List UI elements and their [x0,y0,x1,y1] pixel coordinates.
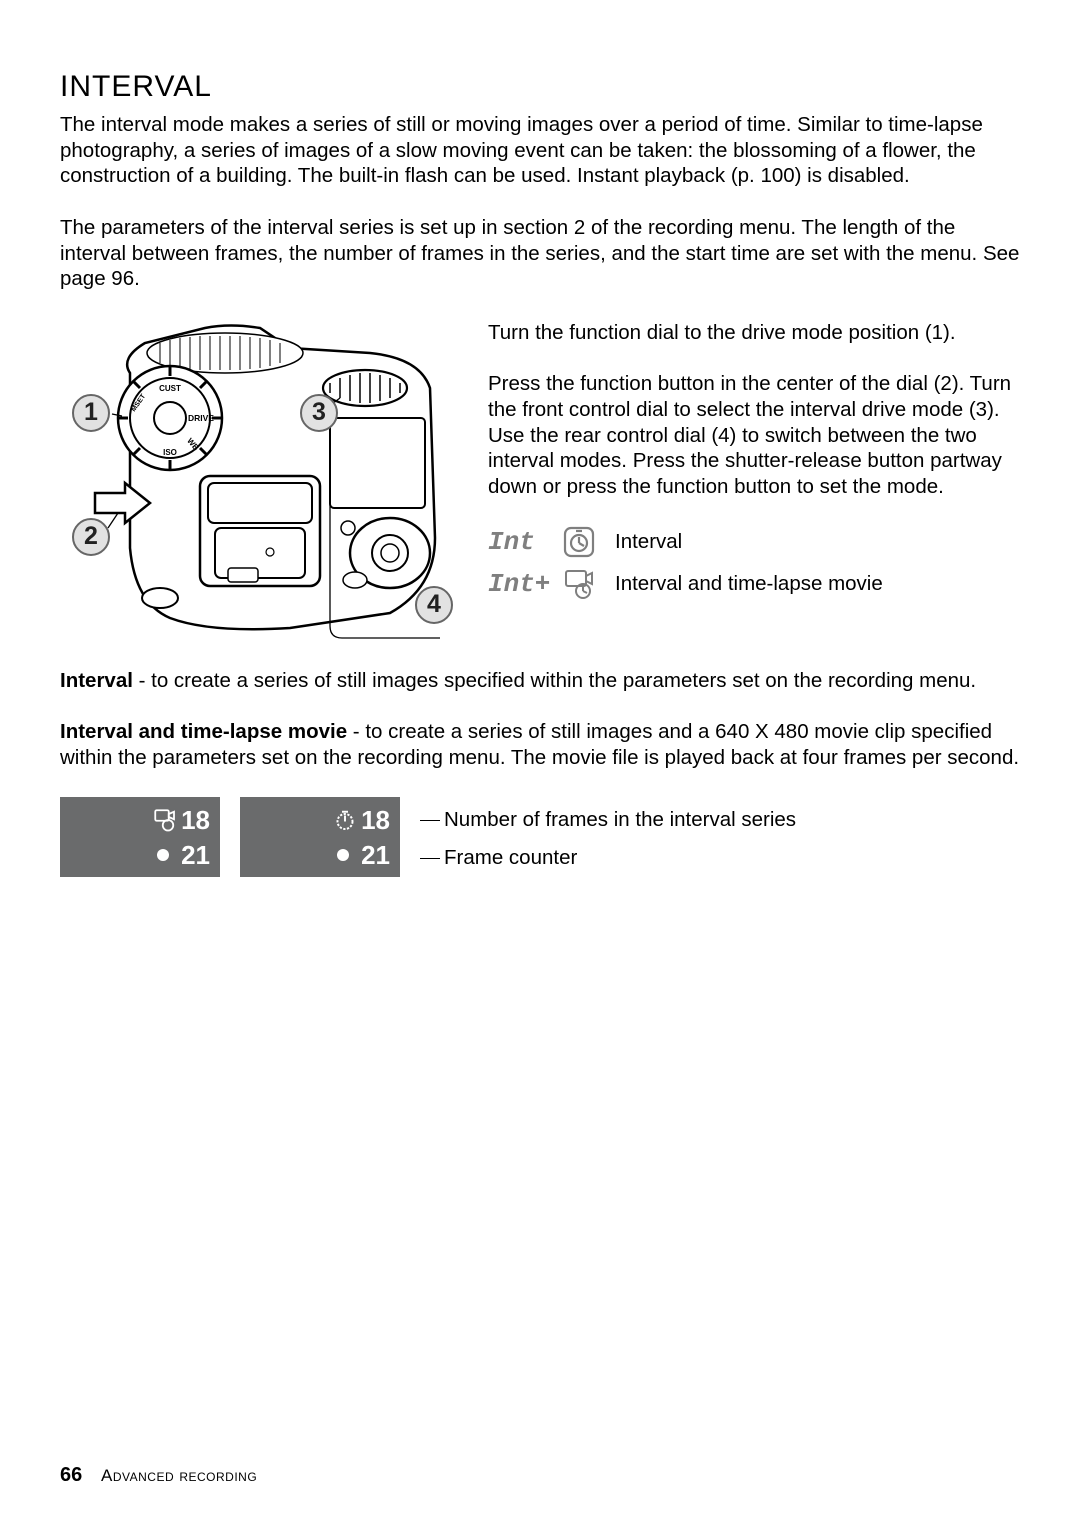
dial-label-iso: ISO [163,448,177,457]
page-number: 66 [60,1464,82,1486]
lcd-panel-movie-mode: 18 21 [60,797,220,877]
page-title: INTERVAL [60,70,1020,104]
annotation-frames: Number of frames in the interval series [420,801,796,839]
record-dot-icon [337,849,349,861]
mode-row-interval: Int Interval [488,526,1020,558]
mode-label-interval: Interval [615,530,682,554]
intro-paragraph-2: The parameters of the interval series is… [60,215,1020,292]
annotation-counter: Frame counter [420,839,796,877]
lcd-frames-value-1: 18 [181,805,210,836]
lcd-counter-value-2: 21 [361,840,390,871]
interval-movie-small-icon [153,808,177,832]
lcd-panel-interval-mode: 18 21 [240,797,400,877]
lcd-text-int: Int [488,527,543,557]
interval-icon [563,526,595,558]
camera-svg: CUST DRIVE WB ISO MSET [60,318,460,648]
callout-1: 1 [72,394,110,432]
page-footer: 66 Advanced recording [60,1464,257,1487]
section-name: Advanced recording [101,1466,257,1485]
intro-paragraph-1: The interval mode makes a series of stil… [60,112,1020,189]
dial-label-drive: DRIVE [188,413,214,423]
definition-interval-movie-term: Interval and time-lapse movie [60,720,347,743]
camera-diagram: CUST DRIVE WB ISO MSET [60,318,460,648]
callout-4: 4 [415,586,453,624]
record-dot-icon [157,849,169,861]
definition-interval-term: Interval [60,669,133,692]
dial-label-cust: CUST [159,384,181,393]
lcd-text-int-plus: Int+ [488,569,543,599]
callout-3: 3 [300,394,338,432]
instruction-1: Turn the function dial to the drive mode… [488,320,1020,346]
definition-interval-text: - to create a series of still images spe… [133,669,976,692]
lcd-counter-value-1: 21 [181,840,210,871]
instruction-2: Press the function button in the center … [488,371,1020,499]
definition-interval: Interval - to create a series of still i… [60,668,1020,694]
mode-label-interval-movie: Interval and time-lapse movie [615,572,883,596]
interval-movie-icon [563,568,595,600]
callout-2: 2 [72,518,110,556]
lcd-frames-value-2: 18 [361,805,390,836]
mode-row-interval-movie: Int+ Interval and time-lapse movie [488,568,1020,600]
definition-interval-movie: Interval and time-lapse movie - to creat… [60,719,1020,770]
interval-small-icon [333,808,357,832]
